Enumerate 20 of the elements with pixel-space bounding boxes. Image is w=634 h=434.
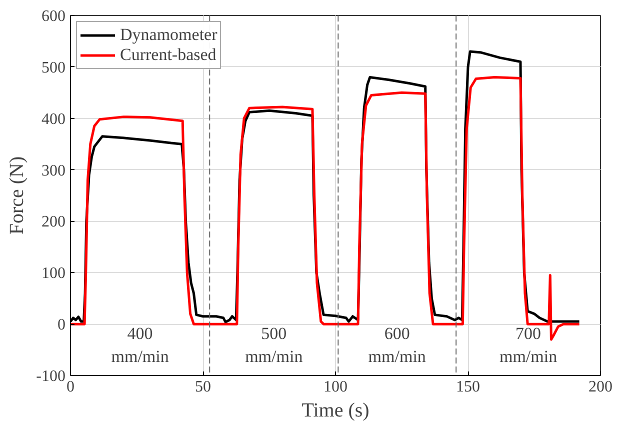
x-tick-label: 150 bbox=[456, 378, 480, 396]
legend-label: Dynamometer bbox=[120, 25, 218, 45]
x-tick-label: 100 bbox=[324, 378, 348, 396]
y-tick-label: 400 bbox=[42, 110, 66, 128]
y-tick-label: 0 bbox=[58, 316, 66, 334]
y-tick-label: 500 bbox=[42, 59, 66, 76]
x-axis-title: Time (s) bbox=[302, 400, 370, 422]
y-tick-label: 100 bbox=[42, 265, 66, 282]
y-tick-label: 600 bbox=[42, 8, 66, 25]
y-axis-title: Force (N) bbox=[6, 156, 28, 235]
y-tick-label: 300 bbox=[42, 162, 66, 180]
annotation: 600 mm/min bbox=[368, 324, 426, 366]
x-tick-label: 200 bbox=[588, 378, 612, 396]
annotation: 500 mm/min bbox=[245, 324, 304, 366]
legend-label: Current-based bbox=[120, 45, 216, 65]
y-tick-label: -100 bbox=[36, 368, 66, 385]
annotation: 700 mm/min bbox=[499, 324, 558, 366]
x-tick-label: 50 bbox=[195, 378, 211, 396]
annotation: 400 mm/min bbox=[111, 324, 170, 366]
y-tick-label: 200 bbox=[42, 214, 66, 231]
